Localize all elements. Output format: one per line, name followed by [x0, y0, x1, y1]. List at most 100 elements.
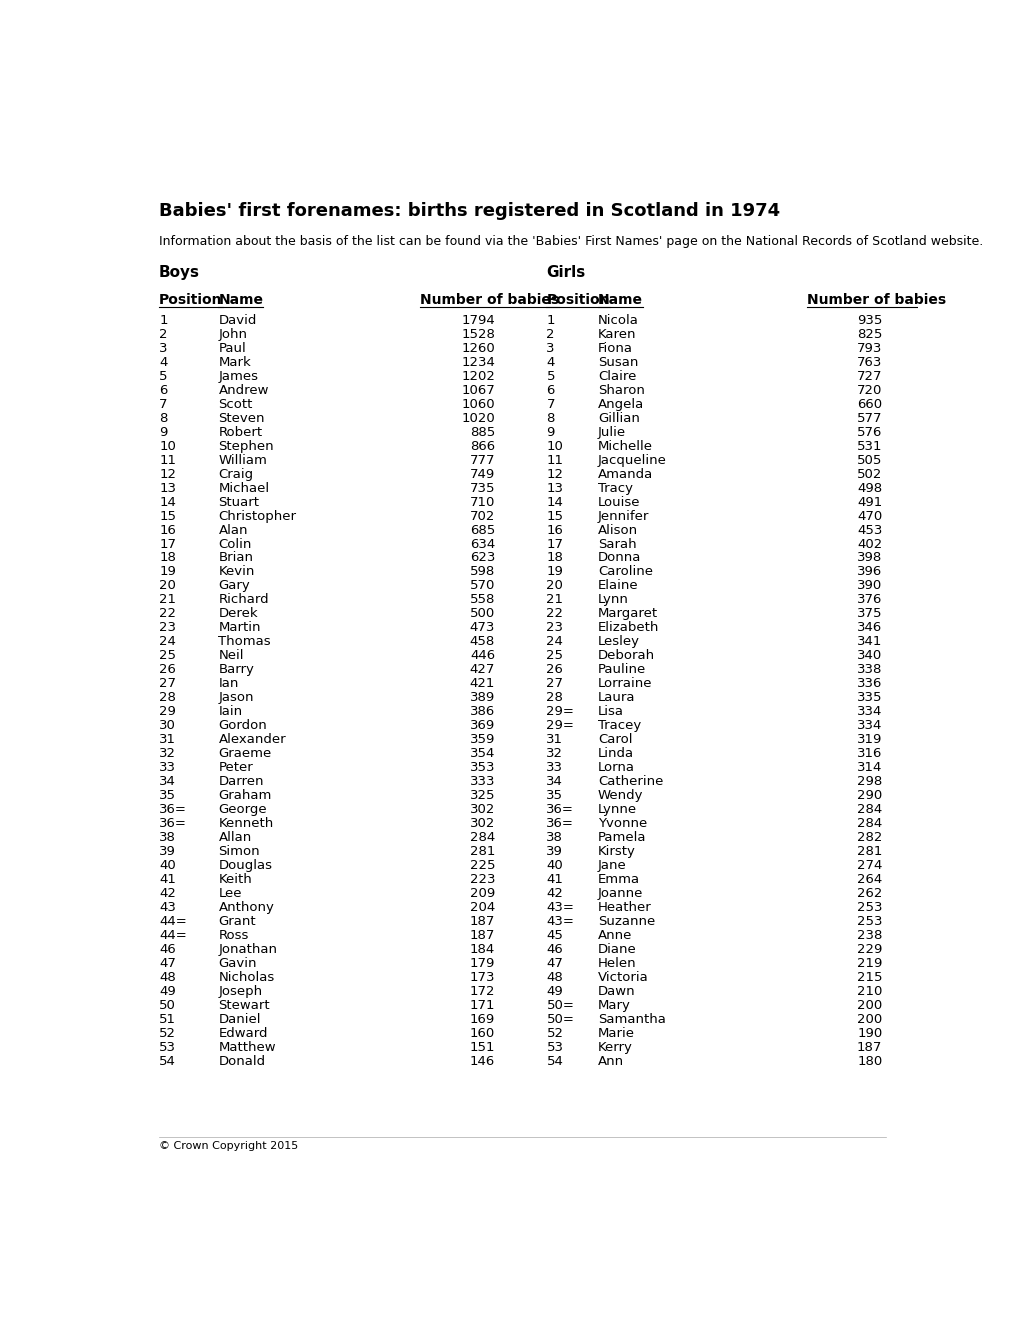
Text: 558: 558 — [469, 594, 494, 606]
Text: 281: 281 — [469, 845, 494, 858]
Text: 369: 369 — [470, 719, 494, 733]
Text: Kirsty: Kirsty — [597, 845, 635, 858]
Text: Neil: Neil — [218, 649, 244, 663]
Text: Girls: Girls — [546, 265, 585, 280]
Text: 24: 24 — [159, 635, 176, 648]
Text: Pamela: Pamela — [597, 832, 646, 843]
Text: 40: 40 — [546, 859, 562, 873]
Text: 1060: 1060 — [461, 397, 494, 411]
Text: 47: 47 — [159, 957, 176, 970]
Text: 290: 290 — [856, 789, 881, 803]
Text: 48: 48 — [546, 970, 562, 983]
Text: 41: 41 — [159, 873, 176, 886]
Text: 223: 223 — [469, 873, 494, 886]
Text: Fiona: Fiona — [597, 342, 632, 355]
Text: 335: 335 — [856, 692, 881, 705]
Text: Lorraine: Lorraine — [597, 677, 652, 690]
Text: 1: 1 — [546, 314, 554, 327]
Text: 1234: 1234 — [461, 356, 494, 368]
Text: 210: 210 — [856, 985, 881, 998]
Text: 570: 570 — [469, 579, 494, 593]
Text: 325: 325 — [469, 789, 494, 803]
Text: Kerry: Kerry — [597, 1040, 632, 1053]
Text: 26: 26 — [159, 663, 176, 676]
Text: Stephen: Stephen — [218, 440, 274, 453]
Text: Jacqueline: Jacqueline — [597, 454, 666, 467]
Text: 36=: 36= — [159, 803, 186, 816]
Text: Steven: Steven — [218, 412, 265, 425]
Text: George: George — [218, 803, 267, 816]
Text: 1260: 1260 — [461, 342, 494, 355]
Text: Craig: Craig — [218, 467, 254, 480]
Text: 172: 172 — [469, 985, 494, 998]
Text: 386: 386 — [470, 705, 494, 718]
Text: Martin: Martin — [218, 622, 261, 635]
Text: 49: 49 — [546, 985, 562, 998]
Text: Simon: Simon — [218, 845, 260, 858]
Text: 402: 402 — [856, 537, 881, 550]
Text: 427: 427 — [469, 663, 494, 676]
Text: Pauline: Pauline — [597, 663, 645, 676]
Text: 389: 389 — [470, 692, 494, 705]
Text: Colin: Colin — [218, 537, 252, 550]
Text: Diane: Diane — [597, 942, 636, 956]
Text: Yvonne: Yvonne — [597, 817, 646, 830]
Text: Julie: Julie — [597, 426, 626, 438]
Text: Elizabeth: Elizabeth — [597, 622, 658, 635]
Text: 43=: 43= — [546, 900, 574, 913]
Text: Lee: Lee — [218, 887, 242, 900]
Text: 446: 446 — [470, 649, 494, 663]
Text: 36=: 36= — [546, 803, 574, 816]
Text: 340: 340 — [856, 649, 881, 663]
Text: Babies' first forenames: births registered in Scotland in 1974: Babies' first forenames: births register… — [159, 202, 780, 220]
Text: 22: 22 — [546, 607, 562, 620]
Text: 28: 28 — [546, 692, 562, 705]
Text: Gary: Gary — [218, 579, 250, 593]
Text: 777: 777 — [469, 454, 494, 467]
Text: 375: 375 — [856, 607, 881, 620]
Text: 53: 53 — [546, 1040, 562, 1053]
Text: Daniel: Daniel — [218, 1012, 261, 1026]
Text: 45: 45 — [546, 929, 562, 942]
Text: 7: 7 — [159, 397, 167, 411]
Text: 354: 354 — [469, 747, 494, 760]
Text: 319: 319 — [856, 733, 881, 746]
Text: Carol: Carol — [597, 733, 632, 746]
Text: 28: 28 — [159, 692, 176, 705]
Text: 1794: 1794 — [461, 314, 494, 327]
Text: 825: 825 — [856, 327, 881, 341]
Text: 314: 314 — [856, 762, 881, 774]
Text: Wendy: Wendy — [597, 789, 643, 803]
Text: Angela: Angela — [597, 397, 643, 411]
Text: 3: 3 — [159, 342, 167, 355]
Text: 42: 42 — [159, 887, 176, 900]
Text: 33: 33 — [159, 762, 176, 774]
Text: Kenneth: Kenneth — [218, 817, 273, 830]
Text: James: James — [218, 370, 258, 383]
Text: Tracy: Tracy — [597, 482, 632, 495]
Text: 215: 215 — [856, 970, 881, 983]
Text: 200: 200 — [856, 999, 881, 1011]
Text: 458: 458 — [470, 635, 494, 648]
Text: Heather: Heather — [597, 900, 651, 913]
Text: 274: 274 — [856, 859, 881, 873]
Text: 749: 749 — [470, 467, 494, 480]
Text: 8: 8 — [546, 412, 554, 425]
Text: Iain: Iain — [218, 705, 243, 718]
Text: 15: 15 — [159, 510, 176, 523]
Text: Sarah: Sarah — [597, 537, 636, 550]
Text: 353: 353 — [469, 762, 494, 774]
Text: 316: 316 — [856, 747, 881, 760]
Text: 171: 171 — [469, 999, 494, 1011]
Text: 23: 23 — [546, 622, 562, 635]
Text: Lynn: Lynn — [597, 594, 628, 606]
Text: 376: 376 — [856, 594, 881, 606]
Text: 23: 23 — [159, 622, 176, 635]
Text: 54: 54 — [159, 1055, 176, 1068]
Text: 31: 31 — [546, 733, 562, 746]
Text: Victoria: Victoria — [597, 970, 648, 983]
Text: Dawn: Dawn — [597, 985, 635, 998]
Text: 5: 5 — [159, 370, 167, 383]
Text: David: David — [218, 314, 257, 327]
Text: 866: 866 — [470, 440, 494, 453]
